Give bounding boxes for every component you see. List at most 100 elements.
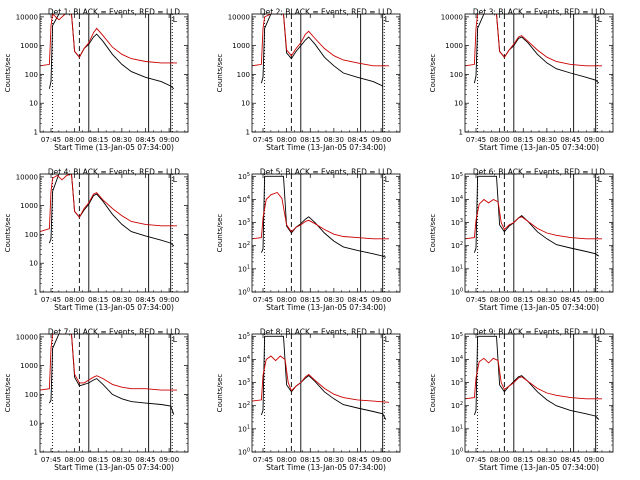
x-tick-label: 08:00 xyxy=(65,136,85,144)
y-tick-label: 1 xyxy=(246,129,250,137)
series-group xyxy=(252,335,390,420)
y-tick-label: 105 xyxy=(451,332,463,341)
y-tick-label: 10000 xyxy=(228,13,250,21)
events-series-line xyxy=(260,175,386,258)
y-tick-label: 100 xyxy=(238,448,250,457)
y-tick-label: 101 xyxy=(451,424,463,433)
x-tick-label: 08:00 xyxy=(65,296,85,304)
x-tick-label: 08:30 xyxy=(324,456,344,464)
event-markers xyxy=(264,14,385,132)
x-tick-label: 08:00 xyxy=(490,456,510,464)
chart-panel-9: 100 101 102 103 104 105 07:45 08:00 08:15 08:30 08… xyxy=(429,328,614,472)
chart-panel-1: 1 10 100 1000 10000 07:45 08:00 08:15 08:30 08:45… xyxy=(4,8,189,152)
y-tick-label: 1 xyxy=(34,449,38,457)
x-tick-label: 08:45 xyxy=(347,296,367,304)
x-tick-label: 08:00 xyxy=(277,296,297,304)
x-tick-label: 08:15 xyxy=(300,136,320,144)
y-axis-label: Counts/sec xyxy=(216,214,224,253)
y-tick-label: 102 xyxy=(451,401,463,410)
x-tick-label: 09:00 xyxy=(584,296,604,304)
x-tick-label: 07:45 xyxy=(41,136,61,144)
y-tick-label: 100 xyxy=(25,71,38,79)
event-markers xyxy=(477,14,598,132)
x-tick-label: 08:15 xyxy=(88,136,108,144)
lld-series-line xyxy=(465,198,602,240)
x-tick-label: 07:45 xyxy=(253,456,273,464)
x-tick-label: 08:15 xyxy=(88,456,108,464)
y-axis-label: Counts/sec xyxy=(4,374,12,413)
x-tick-label: 09:00 xyxy=(159,456,179,464)
chart-panel-2: 1 10 100 1000 10000 07:45 08:00 08:15 08:30 08:45… xyxy=(216,8,401,152)
x-tick-label: 08:30 xyxy=(324,296,344,304)
y-tick-label: 10000 xyxy=(441,13,463,21)
y-tick-label: 1000 xyxy=(20,362,38,370)
x-tick-label: 09:00 xyxy=(159,296,179,304)
x-tick-label: 08:15 xyxy=(300,296,320,304)
x-axis-label: Start Time (13-Jan-05 07:34:00) xyxy=(266,143,386,152)
y-axis-label: Counts/sec xyxy=(429,54,437,93)
y-tick-label: 10 xyxy=(29,420,38,428)
lld-series-line xyxy=(252,355,390,403)
y-tick-label: 10 xyxy=(454,100,463,108)
y-tick-label: 105 xyxy=(238,172,250,181)
x-tick-label: 08:00 xyxy=(65,456,85,464)
x-tick-label: 08:15 xyxy=(513,296,533,304)
y-axis-label: Counts/sec xyxy=(429,374,437,413)
event-markers xyxy=(477,174,598,292)
x-tick-label: 08:45 xyxy=(135,296,155,304)
y-tick-label: 103 xyxy=(238,378,250,387)
x-tick-label: 08:45 xyxy=(560,296,580,304)
x-tick-label: 07:45 xyxy=(41,296,61,304)
x-tick-label: 07:45 xyxy=(466,136,486,144)
events-series-line xyxy=(49,334,175,415)
event-markers xyxy=(52,334,173,452)
x-tick-label: 08:15 xyxy=(513,136,533,144)
y-tick-label: 10 xyxy=(241,100,250,108)
marker-letter: L xyxy=(385,335,390,344)
x-tick-label: 09:00 xyxy=(371,136,391,144)
x-tick-label: 08:15 xyxy=(300,456,320,464)
x-tick-label: 08:30 xyxy=(537,136,557,144)
chart-title: Det 7; BLACK = Events, RED = LLD xyxy=(48,328,180,337)
event-markers xyxy=(52,14,173,132)
x-axis-label: Start Time (13-Jan-05 07:34:00) xyxy=(54,463,174,472)
lld-series-line xyxy=(465,14,602,67)
chart-panel-8: 100 101 102 103 104 105 07:45 08:00 08:15 08:30 08… xyxy=(216,328,401,472)
x-axis-label: Start Time (13-Jan-05 07:34:00) xyxy=(266,303,386,312)
marker-letter: L xyxy=(598,15,603,24)
y-tick-label: 10000 xyxy=(16,13,38,21)
lld-series-line xyxy=(252,191,389,240)
events-series-line xyxy=(473,14,600,84)
y-tick-label: 1000 xyxy=(20,42,38,50)
y-axis-label: Counts/sec xyxy=(216,374,224,413)
x-axis-label: Start Time (13-Jan-05 07:34:00) xyxy=(479,143,599,152)
series-group xyxy=(465,335,602,420)
x-tick-label: 07:45 xyxy=(41,456,61,464)
x-axis-label: Start Time (13-Jan-05 07:34:00) xyxy=(54,303,174,312)
y-tick-label: 101 xyxy=(451,264,463,273)
lld-series-line xyxy=(40,334,177,391)
lld-series-line xyxy=(252,14,389,67)
x-tick-label: 09:00 xyxy=(159,136,179,144)
y-tick-label: 101 xyxy=(238,264,250,273)
y-axis-label: Counts/sec xyxy=(4,214,12,253)
y-tick-label: 1000 xyxy=(232,42,250,50)
marker-letter: L xyxy=(598,175,603,184)
events-series-line xyxy=(473,335,600,420)
y-tick-label: 104 xyxy=(451,195,463,204)
y-tick-label: 102 xyxy=(238,241,250,250)
series-group xyxy=(40,334,177,415)
y-tick-label: 10000 xyxy=(16,333,38,341)
event-markers xyxy=(52,174,173,292)
chart-title: Det 3; BLACK = Events, RED = LLD xyxy=(473,8,605,17)
chart-panel-6: 100 101 102 103 104 105 07:45 08:00 08:15 08:30 08… xyxy=(429,168,614,312)
series-group xyxy=(252,14,389,87)
x-tick-label: 07:45 xyxy=(466,456,486,464)
x-tick-label: 08:45 xyxy=(347,456,367,464)
y-tick-label: 104 xyxy=(451,355,463,364)
x-tick-label: 08:30 xyxy=(112,136,132,144)
y-tick-label: 102 xyxy=(451,241,463,250)
x-tick-label: 08:30 xyxy=(112,456,132,464)
